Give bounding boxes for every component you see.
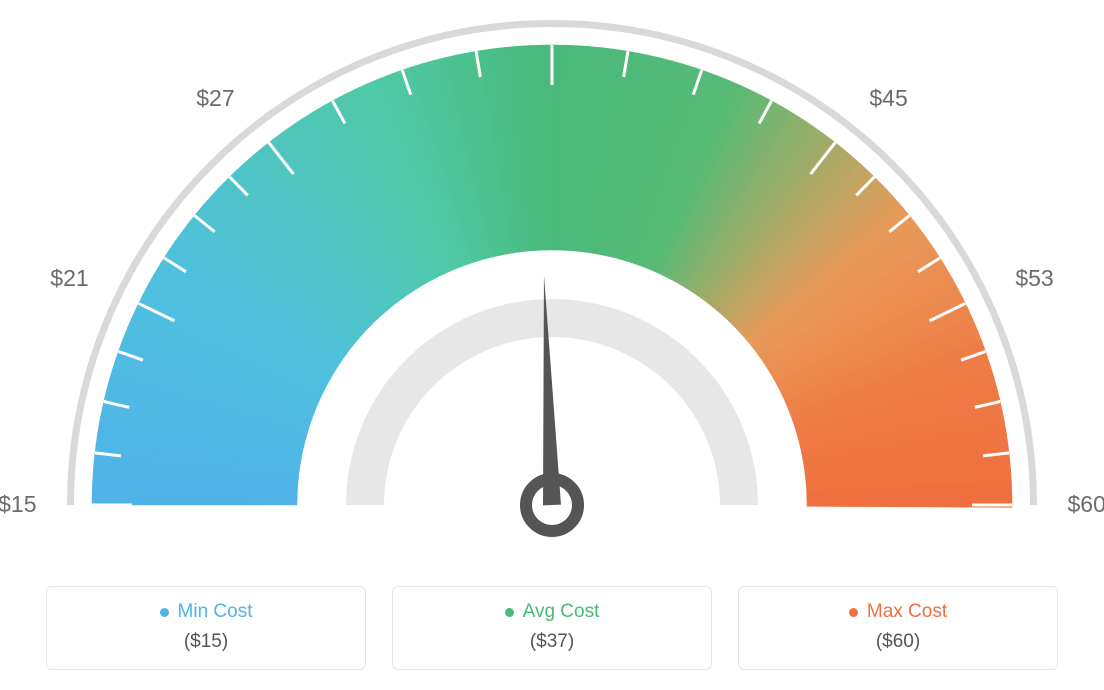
legend-avg-title: Avg Cost [505,601,600,623]
legend-min-value: ($15) [57,631,355,653]
tick-label: $15 [0,491,37,517]
dot-icon [505,608,514,617]
legend-max-value: ($60) [749,631,1047,653]
legend-card-avg: Avg Cost ($37) [392,586,712,670]
tick-label: $27 [196,85,234,111]
tick-label: $45 [869,85,907,111]
legend-row: Min Cost ($15) Avg Cost ($37) Max Cost (… [0,586,1104,670]
dot-icon [160,608,169,617]
tick-label: $60 [1068,491,1104,517]
gauge-chart-container: $15 $21 $27 $37 $45 $53 $60 Min Cost ($15) Avg… [0,0,1104,690]
gauge-svg: $15 $21 $27 $37 $45 $53 $60 [0,0,1104,580]
legend-max-label: Max Cost [867,601,947,623]
legend-avg-label: Avg Cost [523,601,600,623]
gauge-area: $15 $21 $27 $37 $45 $53 $60 [0,0,1104,560]
legend-avg-value: ($37) [403,631,701,653]
dot-icon [849,608,858,617]
tick-label: $37 [533,0,571,2]
legend-card-min: Min Cost ($15) [46,586,366,670]
tick-label: $53 [1015,265,1053,291]
legend-min-title: Min Cost [160,601,253,623]
legend-card-max: Max Cost ($60) [738,586,1058,670]
tick-label: $21 [50,265,88,291]
legend-max-title: Max Cost [849,601,947,623]
legend-min-label: Min Cost [178,601,253,623]
